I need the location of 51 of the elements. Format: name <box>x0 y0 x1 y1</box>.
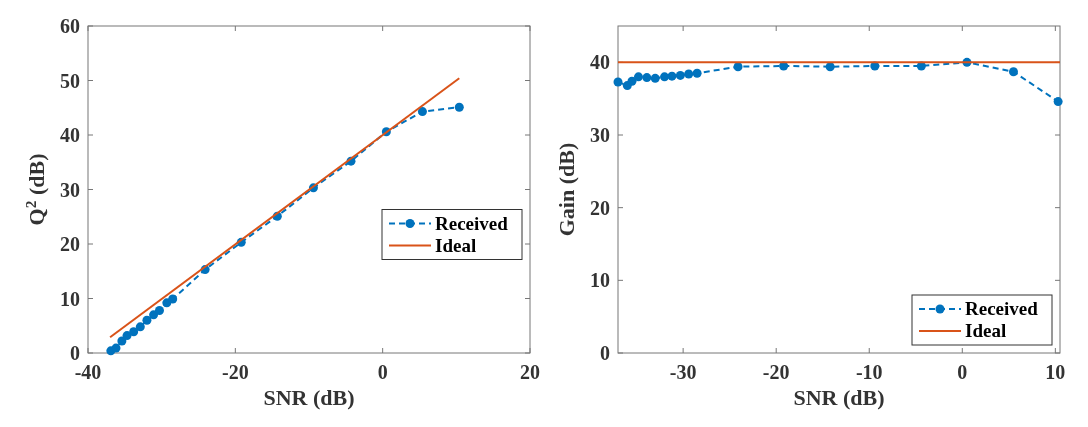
point <box>142 315 152 325</box>
x-tick-label: -40 <box>74 361 102 383</box>
point <box>660 72 670 82</box>
point <box>684 69 694 79</box>
y-tick-label: 20 <box>60 233 80 255</box>
y-tick-label: 30 <box>60 178 80 201</box>
point <box>613 77 623 87</box>
point <box>129 327 139 337</box>
point <box>633 72 643 82</box>
point <box>122 331 132 341</box>
y-tick-label: 20 <box>590 196 610 219</box>
x-tick-label: -30 <box>669 361 697 383</box>
point <box>168 294 178 304</box>
y-tick-label: 50 <box>60 69 80 92</box>
x-axis-title: SNR (dB) <box>793 385 885 410</box>
y-tick-label: 60 <box>60 15 80 37</box>
x-tick-label: 0 <box>957 361 968 383</box>
point <box>675 70 685 80</box>
y-tick-label: 10 <box>60 287 80 310</box>
point <box>154 305 164 315</box>
point <box>692 68 702 78</box>
point <box>642 73 652 83</box>
y-tick-label: 0 <box>70 342 80 364</box>
legend-label: Received <box>435 212 509 234</box>
point <box>135 322 145 332</box>
point <box>667 71 677 81</box>
x-tick-label: -10 <box>855 361 883 383</box>
x-tick-label: 20 <box>520 361 540 383</box>
point <box>117 336 127 346</box>
point <box>627 76 637 86</box>
x-tick-label: -20 <box>762 361 790 383</box>
legend-label: Ideal <box>435 234 477 256</box>
y-tick-label: 40 <box>60 124 80 146</box>
x-tick-label: 0 <box>377 361 388 383</box>
point <box>1008 67 1018 77</box>
y-axis-title: Gain (dB) <box>554 142 579 237</box>
legend-label: Ideal <box>965 320 1007 341</box>
point <box>650 73 660 83</box>
legend-label: Received <box>965 298 1039 319</box>
point <box>825 62 835 72</box>
point <box>454 102 464 112</box>
x-tick-label: 10 <box>1045 361 1066 383</box>
y-tick-label: 10 <box>590 269 610 292</box>
x-axis-title: SNR (dB) <box>263 385 355 410</box>
y-tick-label: 40 <box>590 51 610 74</box>
point <box>417 107 427 117</box>
x-tick-label: -20 <box>222 361 249 383</box>
y-tick-label: 0 <box>600 342 610 364</box>
point <box>111 343 121 353</box>
point <box>1053 97 1063 107</box>
y-tick-label: 30 <box>590 124 610 146</box>
